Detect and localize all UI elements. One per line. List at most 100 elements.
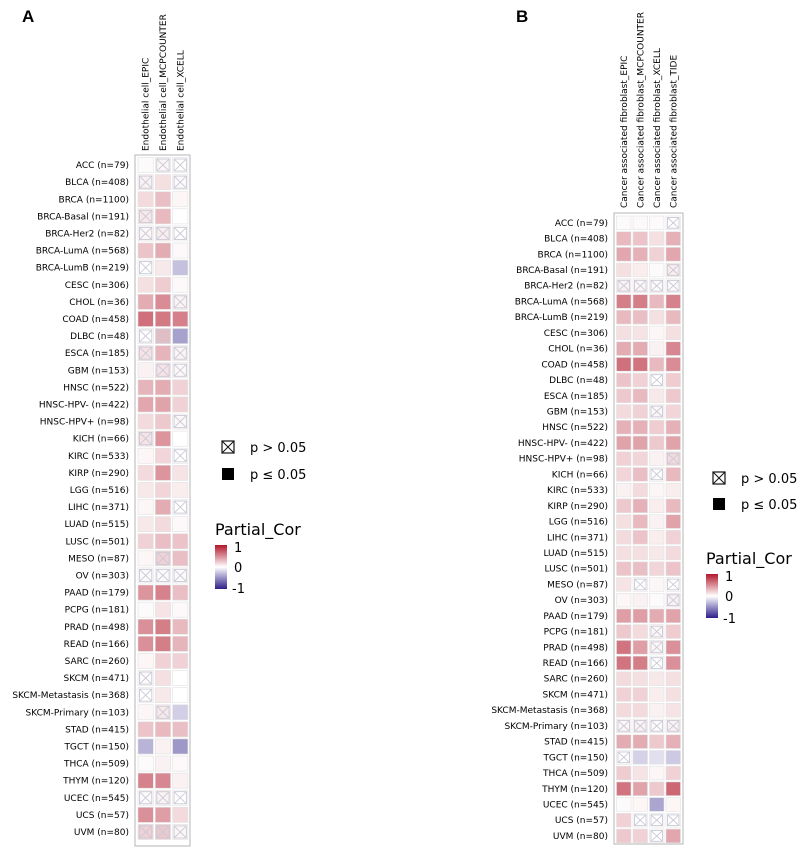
legend-b-scale-max: 1 <box>725 570 733 585</box>
heatmap-cell <box>172 516 189 532</box>
row-label: HNSC-HPV+ (n=98) <box>519 455 608 465</box>
heatmap-cell <box>632 372 648 388</box>
heatmap-cell <box>665 608 681 624</box>
legend-b-scale-mid: 0 <box>725 590 733 605</box>
heatmap-cell <box>649 592 665 608</box>
heatmap-cell <box>616 640 632 655</box>
row-label: STAD (n=415) <box>65 725 129 735</box>
nonsig-cross <box>156 791 170 805</box>
row-label: KIRC (n=533) <box>68 452 129 462</box>
row-label: LIHC (n=371) <box>68 503 129 513</box>
col-label: Endothelial cell_EPIC <box>142 58 152 151</box>
nonsig-cross <box>173 500 187 514</box>
nonsig-box <box>617 720 630 732</box>
col-label: Cancer associated fibroblast_TIDE <box>669 55 679 208</box>
nonsig-cross <box>156 551 170 565</box>
row-label: HNSC-HPV- (n=422) <box>39 400 129 410</box>
heatmap-cell <box>155 379 171 396</box>
row-label: THCA (n=509) <box>542 769 608 779</box>
heatmap-cell <box>172 738 189 755</box>
heatmap-cell <box>649 310 665 325</box>
row-label: CESC (n=306) <box>65 281 129 291</box>
heatmap-cell <box>632 341 648 356</box>
nonsig-cross <box>667 452 680 465</box>
nonsig-box <box>650 720 663 732</box>
row-label: UVM (n=80) <box>553 832 608 842</box>
nonsig-box <box>139 209 153 223</box>
heatmap-cell <box>632 687 648 702</box>
heatmap-cell <box>616 215 632 231</box>
row-label: BRCA-LumB (n=219) <box>515 313 608 323</box>
nonsig-cross <box>667 720 680 732</box>
nonsig-cross <box>650 720 663 732</box>
heatmap-cell <box>649 671 665 686</box>
heatmap-cell <box>665 640 681 655</box>
nonsig-box <box>139 346 153 360</box>
nonsig-cross <box>650 405 663 418</box>
row-label: CHOL (n=36) <box>548 345 608 355</box>
nonsig-box <box>156 825 170 839</box>
nonsig-box <box>173 175 187 189</box>
nonsig-cross <box>667 217 680 229</box>
heatmap-cell <box>616 514 632 529</box>
nonsig-cross <box>139 432 153 446</box>
nonsig-box <box>634 578 647 591</box>
heatmap-cell <box>172 601 189 618</box>
row-label: TGCT (n=150) <box>63 742 129 752</box>
nonsig-box <box>667 452 680 465</box>
row-label: MESO (n=87) <box>547 580 608 590</box>
heatmap-cell <box>137 704 154 721</box>
heatmap-cell <box>632 561 648 576</box>
nonsig-box <box>139 226 153 240</box>
heatmap-cell <box>632 781 648 796</box>
heatmap-cell <box>616 310 632 325</box>
heatmap-cell <box>172 670 189 686</box>
nonsig-cross <box>650 374 663 386</box>
row-label: SKCM (n=471) <box>64 674 129 684</box>
heatmap-cell <box>155 396 171 413</box>
row-label: THCA (n=509) <box>63 760 129 770</box>
row-label: BRCA-LumB (n=219) <box>36 264 129 274</box>
nonsig-cross <box>139 261 153 275</box>
row-label: SKCM (n=471) <box>543 690 608 700</box>
row-label: OV (n=303) <box>555 596 608 606</box>
nonsig-box <box>667 594 680 606</box>
heatmap-cell <box>137 755 154 772</box>
row-label: BRCA-LumA (n=568) <box>36 247 129 257</box>
row-label: KICH (n=66) <box>73 435 129 445</box>
heatmap-cell <box>665 372 681 388</box>
row-label: LUAD (n=515) <box>64 520 129 530</box>
row-label: BRCA-Basal (n=191) <box>516 266 608 276</box>
nonsig-cross <box>139 209 153 223</box>
row-label: READ (n=166) <box>64 640 129 650</box>
row-label: DLBC (n=48) <box>549 376 608 386</box>
heatmap-cell <box>616 231 632 246</box>
heatmap-cell <box>649 247 665 262</box>
heatmap-cell <box>172 550 189 567</box>
nonsig-box <box>139 432 153 446</box>
heatmap-cell <box>137 772 154 789</box>
legend-b: p > 0.05 p ≤ 0.05 Partial_Cor 1 0 -1 <box>706 471 797 627</box>
nonsig-cross <box>173 569 187 582</box>
legend-b-scale-min: -1 <box>723 612 736 627</box>
nonsig-cross <box>173 295 187 309</box>
heatmap-cell <box>632 655 648 671</box>
heatmap-cell <box>137 396 154 413</box>
row-label: LUAD (n=515) <box>543 549 608 559</box>
heatmap-cell <box>649 294 665 309</box>
row-label: CESC (n=306) <box>544 329 608 339</box>
row-label: LUSC (n=501) <box>545 565 608 575</box>
heatmap-cell <box>665 498 681 513</box>
row-label: SKCM-Metastasis (n=368) <box>491 706 608 716</box>
heatmap-cell <box>632 388 648 403</box>
nonsig-box <box>650 814 663 827</box>
heatmap-cell <box>632 530 648 545</box>
heatmap-cell <box>616 530 632 545</box>
heatmap-cell <box>649 231 665 246</box>
heatmap-cell <box>155 259 171 276</box>
heatmap-cell <box>632 467 648 482</box>
heatmap-cell <box>137 550 154 567</box>
nonsig-cross <box>173 363 187 377</box>
nonsig-box <box>139 825 153 839</box>
heatmap-cell <box>665 467 681 482</box>
